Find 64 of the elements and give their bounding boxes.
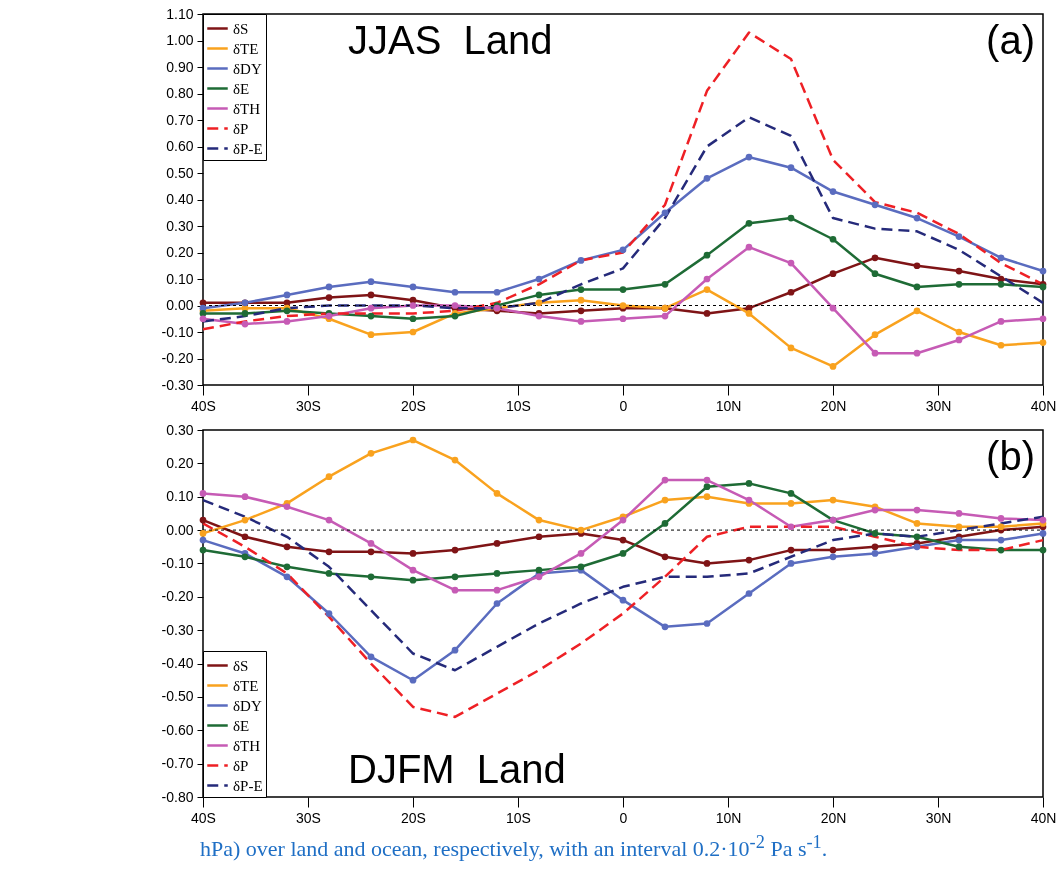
y-tick-label: 0.20 bbox=[166, 454, 194, 471]
y-tick-label: 0.10 bbox=[166, 488, 194, 505]
x-tick-label: 30S bbox=[296, 809, 321, 826]
legend-label: δP bbox=[233, 120, 249, 137]
annotation: JJAS Land bbox=[348, 18, 553, 62]
y-tick-label: 0.20 bbox=[166, 244, 194, 260]
y-tick-label: 0.70 bbox=[166, 111, 194, 128]
legend-label: δTH bbox=[233, 737, 261, 754]
y-tick-label: 0.60 bbox=[166, 138, 194, 154]
y-tick-label: 0.80 bbox=[166, 85, 194, 101]
legend-label: δP bbox=[233, 757, 249, 774]
y-tick-label: 0.50 bbox=[166, 164, 194, 181]
legend-label: δDY bbox=[233, 60, 262, 77]
y-tick-label: 0.30 bbox=[166, 421, 194, 438]
y-tick-label: -0.10 bbox=[161, 554, 194, 571]
x-tick-label: 10S bbox=[506, 809, 531, 826]
x-tick-label: 30N bbox=[925, 809, 952, 826]
y-tick-label: -0.30 bbox=[161, 376, 194, 393]
y-tick-label: -0.70 bbox=[161, 755, 194, 772]
annotation: DJFM Land bbox=[348, 747, 566, 791]
y-tick-label: 1.00 bbox=[166, 32, 194, 48]
x-tick-label: 30S bbox=[296, 397, 321, 414]
y-tick-label: 0.00 bbox=[166, 521, 194, 538]
y-tick-label: -0.50 bbox=[161, 688, 194, 705]
y-tick-label: -0.30 bbox=[161, 621, 194, 638]
legend-label: δS bbox=[233, 20, 249, 37]
annotation: (a) bbox=[986, 18, 1035, 62]
x-tick-label: 10S bbox=[506, 397, 531, 414]
x-tick-label: 30N bbox=[925, 397, 952, 414]
x-tick-label: 0 bbox=[619, 809, 628, 826]
legend-label: δP-E bbox=[233, 140, 263, 157]
y-tick-label: -0.20 bbox=[161, 588, 194, 605]
x-tick-label: 40S bbox=[191, 397, 216, 414]
legend-label: δTE bbox=[233, 40, 259, 57]
y-tick-label: 0.30 bbox=[166, 217, 194, 234]
x-tick-label: 10N bbox=[715, 809, 742, 826]
x-tick-label: 20N bbox=[820, 809, 847, 826]
legend-label: δTE bbox=[233, 677, 259, 694]
y-tick-label: -0.80 bbox=[161, 788, 194, 805]
y-tick-label: -0.10 bbox=[161, 323, 194, 340]
legend-label: δE bbox=[233, 80, 250, 97]
legend-label: δE bbox=[233, 717, 250, 734]
y-tick-label: -0.40 bbox=[161, 655, 194, 672]
legend-label: δP-E bbox=[233, 777, 263, 794]
x-tick-label: 40N bbox=[1030, 809, 1057, 826]
x-tick-label: 20S bbox=[401, 397, 426, 414]
y-tick-label: 1.10 bbox=[166, 5, 194, 22]
y-tick-label: 0.40 bbox=[166, 191, 194, 207]
y-tick-label: -0.20 bbox=[161, 350, 194, 366]
y-tick-label: -0.60 bbox=[161, 721, 194, 738]
text: hPa) over land and ocean, respectively, with an interval 0.2·10$^{-2}$ Pa s$^{-1}$. bbox=[200, 832, 829, 863]
legend-label: δTH bbox=[233, 100, 261, 117]
y-tick-label: 0.90 bbox=[166, 58, 194, 75]
x-tick-label: 20S bbox=[401, 809, 426, 826]
legend-label: δDY bbox=[233, 697, 262, 714]
x-tick-label: 10N bbox=[715, 397, 742, 414]
annotation: (b) bbox=[986, 434, 1035, 478]
y-tick-label: 0.00 bbox=[166, 297, 194, 313]
x-tick-label: 40N bbox=[1030, 397, 1057, 414]
x-tick-label: 40S bbox=[191, 809, 216, 826]
x-tick-label: 0 bbox=[619, 397, 628, 414]
legend-label: δS bbox=[233, 657, 249, 674]
x-tick-label: 20N bbox=[820, 397, 847, 414]
y-tick-label: 0.10 bbox=[166, 270, 194, 287]
